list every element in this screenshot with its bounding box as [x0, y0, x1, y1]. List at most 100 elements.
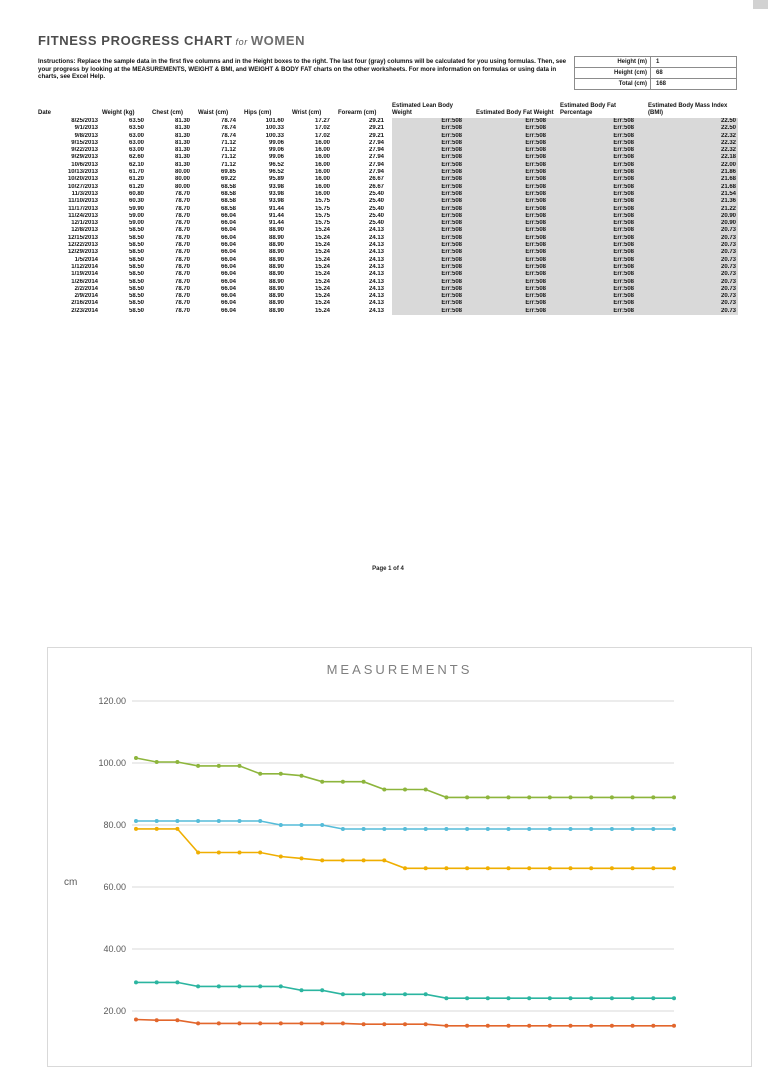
- cell-value: 99.06: [268, 139, 284, 146]
- table-row: 1/19/2014 58.50 78.70 66.04 88.90 15.24 24.13 E…: [38, 271, 738, 279]
- cell-value: 78.70: [174, 307, 190, 314]
- cell-value: 68.58: [220, 198, 236, 205]
- cell-value: 60.30: [128, 198, 144, 205]
- cell-value: 25.40: [368, 198, 384, 205]
- page-title-sub: WOMEN: [250, 33, 306, 48]
- cell-value: Err:508: [392, 176, 476, 184]
- cell-value: Err:508: [476, 125, 560, 133]
- table-row: 10/20/2013 61.20 80.00 69.22 95.89 16.00 26.67…: [38, 176, 738, 184]
- cell-value: 66.04: [220, 242, 236, 249]
- cell-value: 88.90: [268, 234, 284, 241]
- cell-value: Err:508: [476, 169, 560, 177]
- cell-value: 93.98: [268, 198, 284, 205]
- cell-value: 88.90: [268, 227, 284, 234]
- svg-text:100.00: 100.00: [98, 758, 126, 768]
- height-box-row: Height (cm) 68: [574, 67, 737, 79]
- cell-value: 66.04: [220, 220, 236, 227]
- table-row: 8/25/2013 63.50 81.30 78.74 101.60 17.27 29.21…: [38, 118, 738, 126]
- cell-value: 24.13: [368, 242, 384, 249]
- height-box-value: 1: [650, 56, 737, 68]
- height-box-value: 168: [650, 78, 737, 90]
- cell-value: 15.24: [314, 242, 330, 249]
- cell-value: 69.22: [220, 176, 236, 183]
- cell-value: 21.36: [648, 198, 738, 206]
- cell-value: Err:508: [392, 147, 476, 155]
- viewer-scrollbar-fragment[interactable]: [753, 0, 768, 9]
- cell-value: 71.12: [220, 147, 236, 154]
- cell-value: 91.44: [268, 212, 284, 219]
- cell-value: 66.04: [220, 256, 236, 263]
- cell-value: 78.70: [174, 293, 190, 300]
- cell-value: 88.90: [268, 271, 284, 278]
- cell-value: 24.13: [368, 249, 384, 256]
- cell-date: 12/29/2013: [67, 249, 98, 256]
- cell-value: Err:508: [476, 132, 560, 140]
- cell-value: 20.73: [648, 234, 738, 243]
- cell-value: 78.70: [174, 300, 190, 307]
- cell-value: 63.50: [128, 118, 144, 124]
- cell-value: 22.32: [648, 147, 738, 155]
- cell-value: Err:508: [560, 147, 648, 155]
- chart-title: MEASUREMENTS: [326, 662, 473, 677]
- cell-date: 1/19/2014: [71, 271, 98, 278]
- cell-value: 78.70: [174, 220, 190, 227]
- cell-date: 1/26/2014: [71, 278, 98, 285]
- cell-value: 27.94: [368, 169, 384, 176]
- table-row: 9/1/2013 63.50 81.30 78.74 100.33 17.02 29.21 E…: [38, 125, 738, 133]
- cell-value: Err:508: [476, 285, 560, 294]
- cell-value: Err:508: [560, 154, 648, 162]
- cell-date: 11/10/2013: [68, 198, 98, 205]
- cell-value: Err:508: [476, 190, 560, 199]
- page-title-for: for: [235, 37, 248, 47]
- cell-value: 61.20: [128, 176, 144, 183]
- cell-value: 25.40: [368, 190, 384, 197]
- table-row: 11/10/2013 60.30 78.70 68.58 93.98 15.75 25.40…: [38, 198, 738, 206]
- table-row: 9/29/2013 62.60 81.30 71.12 99.06 16.00 27.94 E…: [38, 154, 738, 162]
- svg-text:cm: cm: [64, 877, 77, 888]
- cell-date: 10/27/2013: [67, 183, 98, 190]
- cell-value: 66.04: [220, 234, 236, 241]
- cell-value: Err:508: [392, 198, 476, 206]
- column-header: Chest (cm): [152, 110, 184, 116]
- svg-text:120.00: 120.00: [98, 696, 126, 706]
- cell-value: 80.00: [174, 169, 190, 176]
- cell-value: 16.00: [314, 139, 330, 146]
- cell-date: 10/6/2013: [71, 161, 98, 168]
- cell-value: Err:508: [476, 154, 560, 162]
- cell-value: 24.13: [368, 263, 384, 270]
- cell-value: Err:508: [476, 198, 560, 206]
- cell-value: Err:508: [392, 212, 476, 221]
- cell-value: 78.74: [220, 132, 236, 139]
- cell-value: 62.60: [128, 154, 144, 161]
- table-row: 1/5/2014 58.50 78.70 66.04 88.90 15.24 24.13 Er…: [38, 256, 738, 264]
- cell-value: 66.04: [220, 271, 236, 278]
- cell-value: 29.21: [368, 132, 384, 139]
- table-row: 12/29/2013 58.50 78.70 66.04 88.90 15.24 24.13…: [38, 249, 738, 257]
- cell-value: 88.90: [268, 263, 284, 270]
- table-row: 1/26/2014 58.50 78.70 66.04 88.90 15.24 24.13 E…: [38, 278, 738, 286]
- cell-value: Err:508: [476, 256, 560, 264]
- cell-value: Err:508: [392, 205, 476, 213]
- column-header: Waist (cm): [198, 110, 229, 116]
- cell-value: 66.04: [220, 263, 236, 270]
- cell-value: 17.27: [314, 118, 330, 124]
- cell-value: 66.04: [220, 293, 236, 300]
- cell-value: 17.02: [314, 132, 330, 139]
- table-row: 9/8/2013 63.00 81.30 78.74 100.33 17.02 29.21 E…: [38, 132, 738, 140]
- page-title: FITNESS PROGRESS CHART for WOMEN: [38, 32, 305, 50]
- cell-value: 95.89: [268, 176, 284, 183]
- column-header: Estimated Body Fat Percentage: [560, 103, 617, 116]
- height-box-label: Height (cm): [574, 67, 651, 79]
- cell-value: 21.68: [648, 183, 738, 191]
- cell-value: 58.50: [128, 278, 144, 285]
- cell-value: 24.13: [368, 234, 384, 241]
- cell-value: 61.20: [128, 183, 144, 190]
- cell-value: 15.24: [314, 278, 330, 285]
- cell-value: 24.13: [368, 271, 384, 278]
- cell-value: 15.75: [314, 198, 330, 205]
- height-box-row: Total (cm) 168: [574, 78, 737, 90]
- cell-value: Err:508: [560, 161, 648, 170]
- column-header: Hips (cm): [244, 110, 272, 116]
- cell-value: 88.90: [268, 300, 284, 307]
- cell-value: 20.90: [648, 212, 738, 221]
